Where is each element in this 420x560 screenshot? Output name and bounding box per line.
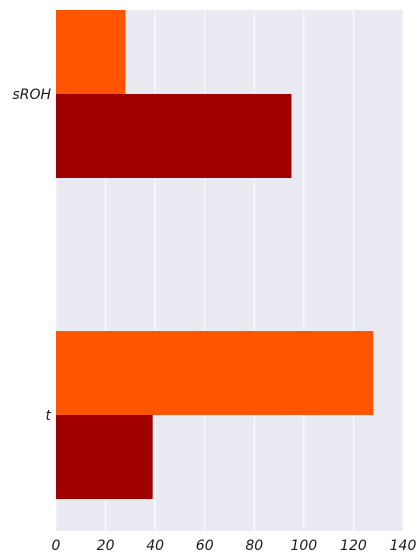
x-tick-label-3: 60	[196, 538, 214, 554]
bar-sROH-series-1	[56, 94, 291, 178]
x-axis-ticks: 0 20 40 60 80 100 120 140	[52, 538, 417, 554]
x-tick-label-2: 40	[146, 538, 164, 554]
x-tick-label-6: 120	[340, 538, 367, 554]
category-label-0: sROH	[12, 87, 51, 103]
x-tick-label-4: 80	[245, 538, 263, 554]
bar-t-series-1	[56, 415, 153, 499]
bar-t-series-0	[56, 331, 373, 415]
category-label-1: t	[46, 408, 52, 424]
category-labels: sROH t	[12, 87, 51, 424]
x-tick-label-1: 20	[97, 538, 115, 554]
x-tick-label-5: 100	[290, 538, 317, 554]
x-tick-label-0: 0	[52, 538, 61, 554]
bar-sROH-series-0	[56, 10, 125, 94]
x-tick-label-7: 140	[390, 538, 417, 554]
